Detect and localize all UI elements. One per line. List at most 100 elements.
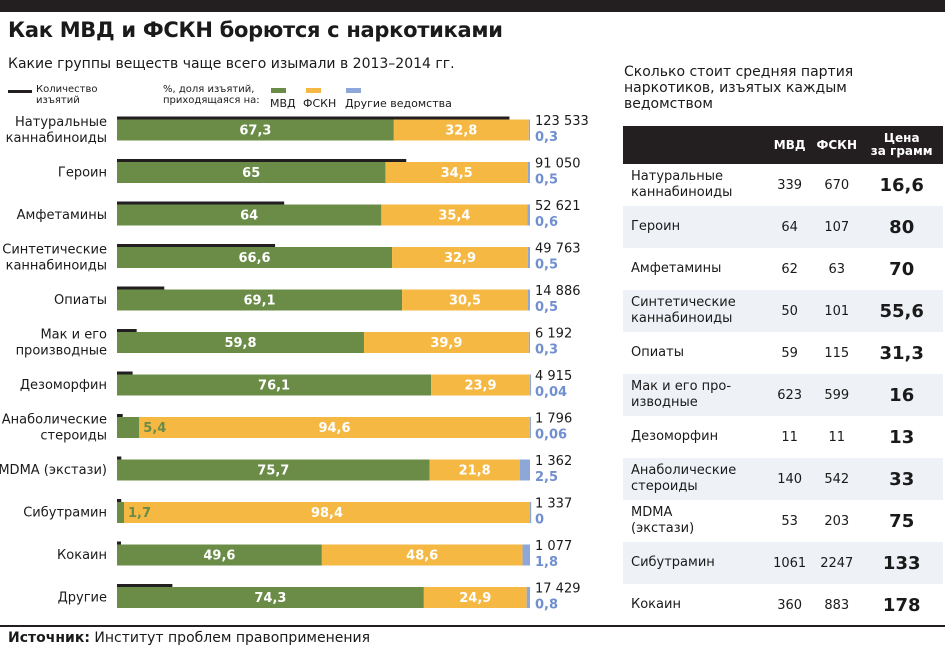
label-mvd: 64 [240,209,258,224]
label-mvd: 5,4 [143,421,166,436]
bar-mvd [117,204,382,226]
bar-mvd [117,289,403,311]
count-line [117,159,407,162]
count-label: 1 337 [535,497,572,512]
table-cell-mvd: 339 [777,177,803,193]
bar-fskn [139,417,530,438]
category-label: Другие [58,591,107,606]
category-label: Героин [58,166,107,181]
bar-mvd [117,374,432,396]
bar-other [529,417,531,438]
label-fskn: 21,8 [459,464,491,479]
label-fskn: 23,9 [464,379,496,394]
category-label: Анаболические стероиды [2,413,107,444]
count-line [117,414,123,417]
count-label: 1 077 [535,539,572,554]
label-other: 0,5 [535,173,558,188]
count-line [117,371,133,375]
label-mvd: 67,3 [239,124,271,139]
bar-mvd [117,587,424,608]
table-cell-price: 55,6 [860,290,943,332]
bar-fskn [402,289,528,311]
bar-fskn [124,502,531,523]
count-line [117,499,122,502]
label-other: 0,3 [535,130,558,145]
label-fskn: 35,4 [438,209,470,224]
bar-mvd [117,119,394,141]
table-header-row: МВД ФСКН Цена за грамм [623,126,943,164]
bar-fskn [393,119,529,141]
count-line [117,116,510,120]
table-cell-fskn: 11 [828,429,845,445]
table-cell-name: Анаболические стероиды [623,458,767,500]
table-cell-mvd: 53 [781,513,798,529]
bar-other [526,587,530,608]
table-cell-price: 70 [889,258,915,280]
table-cell-price: 80 [860,206,943,248]
table-cell-fskn: 670 [824,177,850,193]
table-cell-fskn: 101 [813,290,861,332]
bar-fskn [385,162,528,183]
label-mvd: 65 [242,166,260,181]
bar-mvd [117,247,393,268]
count-label: 52 621 [535,199,581,214]
label-other: 0,6 [535,215,558,230]
count-label: 1 796 [535,412,572,427]
category-label: Сибутрамин [23,506,107,521]
category-label: Дезоморфин [20,378,107,393]
table-cell-name: Синтетические каннабиноиды [623,290,767,332]
table-row: Мак и его про-изводные 623 599 16 [623,374,943,416]
label-fskn: 32,9 [444,251,476,266]
bar-other [527,247,530,268]
bar-other [527,162,530,183]
table-row: Натуральные каннабиноиды 339 670 16,6 [623,164,943,206]
table-row: Амфетамины 62 63 70 [623,248,943,290]
page-title: Как МВД и ФСКН борются с наркотиками [8,18,503,42]
table-row: Анаболические стероиды 140 542 33 [623,458,943,500]
table-cell-fskn: 107 [813,206,861,248]
label-other: 0,5 [535,300,558,315]
legend-other-label: Другие ведомства [345,97,452,110]
label-other: 0,3 [535,343,558,358]
table-cell-price: 31,3 [879,342,924,364]
table-cell-fskn: 63 [828,261,845,277]
chart-subtitle: Какие группы веществ чаще всего изымали … [8,56,455,72]
category-label: MDMA (экстази) [0,463,107,478]
label-fskn: 98,4 [311,506,343,521]
label-fskn: 30,5 [449,294,481,309]
header-mvd: МВД [766,126,814,164]
table-cell-mvd: 140 [766,458,814,500]
table-cell-name: Сибутрамин [623,542,767,584]
category-label: Синтетические каннабиноиды [2,243,107,274]
legend-fskn-label: ФСКН [303,97,337,110]
table-cell-name: Мак и его про-изводные [623,374,767,416]
source-note: Источник: Институт проблем правоприменен… [8,630,371,646]
bar-mvd [117,332,364,353]
category-label: Мак и его производные [16,328,107,359]
label-other: 0,04 [535,385,567,400]
bar-fskn [423,587,527,608]
count-label: 123 533 [535,114,589,129]
bottom-rule [0,625,945,627]
bar-other [519,459,530,481]
label-fskn: 24,9 [459,591,491,606]
table-cell-mvd: 360 [777,597,803,613]
label-fskn: 39,9 [430,336,462,351]
table-cell-fskn: 115 [824,345,850,361]
bar-mvd [117,544,322,566]
header-price: Цена за грамм [860,126,943,164]
legend-swatch-fskn [306,88,321,93]
table-row: Сибутрамин 1061 2247 133 [623,542,943,584]
table-cell-name: Дезоморфин [631,429,719,444]
count-line [117,584,173,587]
category-label: Опиаты [54,293,107,308]
table-row: MDMA (экстази) 53 203 75 [623,500,943,542]
label-mvd: 74,3 [254,591,286,606]
count-label: 91 050 [535,157,581,172]
label-other: 0,8 [535,598,558,613]
table-row: Опиаты 59 115 31,3 [623,332,943,374]
table-row: Кокаин 360 883 178 [623,584,943,626]
header-fskn: ФСКН [813,126,861,164]
bar-other [527,204,530,226]
